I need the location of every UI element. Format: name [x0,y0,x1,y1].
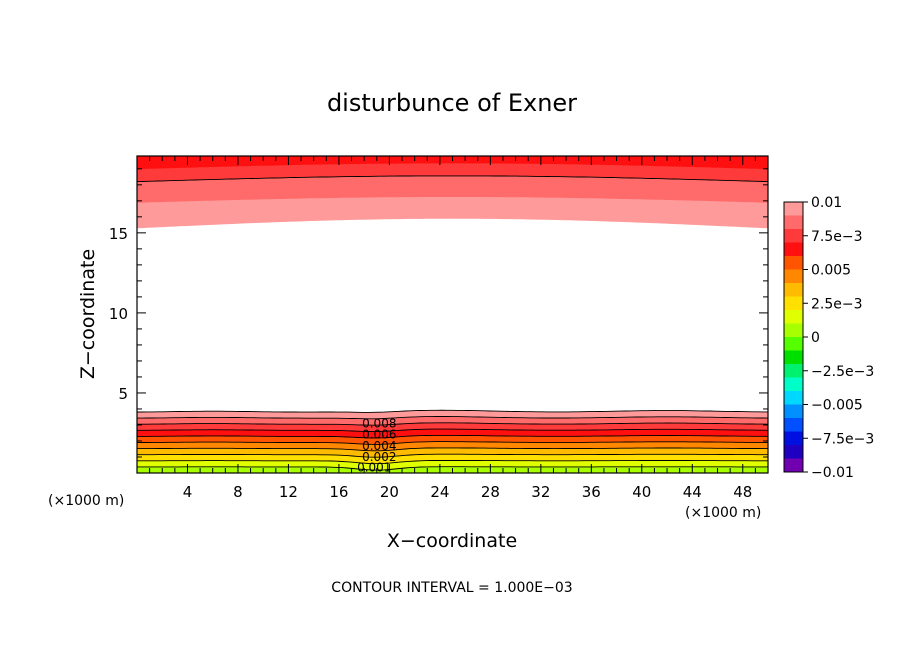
chart-title: disturbunce of Exner [327,89,577,117]
colorbar-bin-12 [784,364,803,378]
colorbar-bin-4 [784,256,803,270]
x-tick-label-20: 20 [380,483,399,501]
contour-label-3: 0.002 [362,450,396,464]
colorbar-bin-6 [784,283,803,297]
y-tick-label-10: 10 [109,305,128,323]
y-axis-label: Z−coordinate [77,249,99,379]
colorbar-bin-9 [784,323,803,338]
colorbar: 0.01 7.5e−3 0.005 2.5e−3 0 −2.5e−3 −0.005 −7.5e… [783,195,874,481]
colorbar-bin-10 [784,337,803,351]
x-tick-label-32: 32 [531,483,550,501]
colorbar-bin-3 [784,242,803,257]
colorbar-bin-0 [784,202,803,216]
x-tick-label-40: 40 [632,483,651,501]
colorbar-label-1: 7.5e−3 [811,229,863,245]
colorbar-bin-5 [784,269,803,284]
contour-line-low-6 [137,434,768,439]
colorbar-label-8: −0.01 [811,465,854,481]
colorbar-bin-1 [784,215,803,230]
contour-line-low-7 [137,428,768,433]
x-tick-label-28: 28 [481,483,500,501]
x-tick-label-24: 24 [430,483,449,501]
x-tick-label-8: 8 [233,483,243,501]
x-tick-label-16: 16 [329,483,348,501]
colorbar-bin-13 [784,377,803,392]
colorbar-bin-14 [784,391,803,405]
colorbar-label-0: 0.01 [811,195,842,211]
x-axis-label: X−coordinate [387,530,517,552]
colorbar-label-2: 0.005 [811,263,851,279]
x-tick-label-4: 4 [183,483,193,501]
x-unit-left: (×1000 m) [48,493,124,509]
colorbar-label-5: −2.5e−3 [811,364,874,380]
contour-line-low-5 [137,441,768,445]
colorbar-label-3: 2.5e−3 [811,296,863,312]
colorbar-bin-16 [784,418,803,432]
x-tick-label-12: 12 [279,483,298,501]
x-tick-label-44: 44 [683,483,702,501]
contour-interval-text: CONTOUR INTERVAL = 1.000E−03 [331,580,572,596]
contour-line-low-3 [137,453,768,458]
contour-line-low-2 [137,460,768,465]
contour-label-1: 0.006 [362,428,396,442]
colorbar-bin-17 [784,431,803,446]
colorbar-bin-7 [784,296,803,311]
contour-line-low-8 [137,422,768,426]
colorbar-bin-8 [784,310,803,324]
upper-band-0 [137,196,768,229]
colorbar-label-6: −0.005 [811,398,863,414]
colorbar-label-7: −7.5e−3 [811,431,874,447]
colorbar-bin-11 [784,350,803,365]
colorbar-bin-2 [784,229,803,243]
contour-line-up-2 [137,175,768,183]
y-tick-label-15: 15 [109,225,128,243]
contour-label-2: 0.004 [362,439,396,453]
contour-line-low-9 [137,416,768,420]
contour-lines [137,175,768,471]
colorbar-label-4: 0 [811,330,820,346]
x-unit-right: (×1000 m) [685,505,761,521]
contour-label-0: 0.008 [362,416,396,430]
x-tick-label-48: 48 [733,483,752,501]
colorbar-bin-15 [784,404,803,419]
x-tick-label-36: 36 [582,483,601,501]
colorbar-bin-19 [784,458,803,473]
upper-band-top [137,156,768,170]
contour-line-low-10 [137,409,768,413]
contour-line-low-4 [137,447,768,452]
contour-label-4: 0.001 [357,460,391,474]
y-tick-label-5: 5 [118,385,128,403]
contour-line-low-1 [137,466,768,471]
colorbar-bin-18 [784,445,803,459]
